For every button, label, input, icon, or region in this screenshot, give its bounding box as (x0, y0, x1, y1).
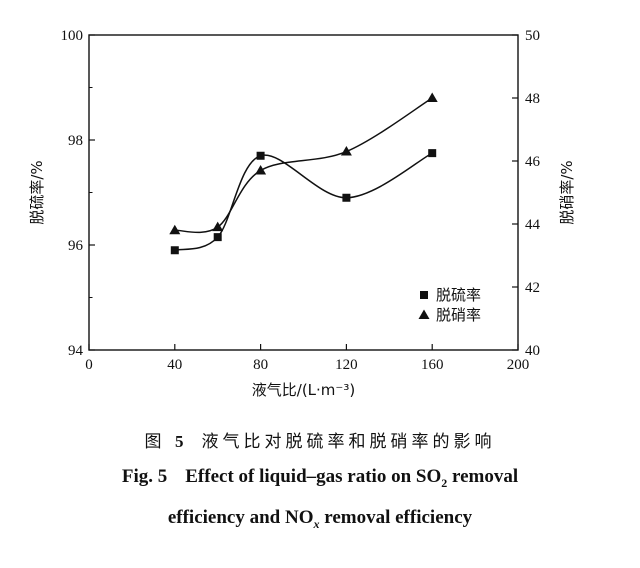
data-point-triangle-0 (169, 224, 181, 235)
caption-english-line2: efficiency and NOx removal efficiency (0, 507, 640, 532)
series-markers (169, 92, 438, 255)
y-right-tick-label-1: 42 (525, 280, 540, 296)
caption-en-prefix: Fig. 5 (121, 466, 168, 487)
y-right-tick-label-5: 50 (525, 28, 540, 44)
legend-marker-square (420, 291, 428, 299)
x-tick-label-4: 160 (421, 357, 444, 373)
data-point-square-1 (213, 233, 222, 242)
caption-en-line1: Effect of liquid–gas ratio on SO (185, 466, 442, 487)
y-right-tick-label-3: 46 (525, 154, 541, 170)
y-right-tick-label-0: 40 (525, 343, 540, 359)
series-curves (174, 97, 433, 251)
legend-label-0: 脱硫率 (436, 286, 481, 304)
data-point-triangle-4 (426, 92, 438, 102)
x-tick-label-1: 40 (167, 357, 182, 373)
axis-ticks: 0 40 80 120 160 200 94 96 98 100 40 42 44 46 48 50 (61, 28, 541, 373)
x-axis-label: 液气比/(L·m⁻³) (252, 381, 355, 399)
caption-en-line2-end: removal efficiency (319, 507, 473, 528)
y-right-axis-label: 脱硝率/% (558, 160, 576, 224)
axis-labels: 液气比/(L·m⁻³) 脱硫率/% 脱硝率/% (28, 160, 576, 399)
caption-en-line1-end: removal (447, 466, 519, 487)
y-right-tick-label-2: 44 (525, 217, 541, 233)
caption-cn-text: 液气比对脱硫率和脱硝率的影响 (201, 432, 496, 452)
x-tick-label-5: 200 (507, 357, 530, 373)
x-tick-label-3: 120 (335, 357, 358, 373)
data-point-square-3 (342, 193, 351, 202)
y-left-tick-label-1: 96 (68, 238, 84, 254)
data-point-square-4 (428, 149, 437, 158)
data-point-triangle-1 (212, 221, 224, 232)
caption-chinese: 图 5 液气比对脱硫率和脱硝率的影响 (0, 427, 640, 452)
caption-english-line1: Fig. 5 Effect of liquid–gas ratio on SO2 … (0, 466, 640, 491)
chart: 0 40 80 120 160 200 94 96 98 100 40 42 44 46 48 50 液气比/… (28, 28, 576, 399)
y-left-axis-label: 脱硫率/% (28, 160, 46, 224)
y-left-tick-label-2: 98 (68, 133, 83, 149)
y-right-tick-label-4: 48 (525, 91, 540, 107)
y-left-tick-label-3: 100 (61, 28, 84, 44)
y-left-tick-label-0: 94 (68, 343, 84, 359)
series-line-desulfurization (174, 152, 433, 251)
x-tick-label-2: 80 (253, 357, 268, 373)
data-point-square-0 (170, 246, 179, 255)
data-point-triangle-2 (255, 164, 267, 175)
caption-en-line2-sub: x (313, 516, 320, 531)
data-point-square-2 (256, 151, 265, 160)
caption-cn-number: 5 (174, 432, 184, 451)
x-tick-label-0: 0 (85, 357, 93, 373)
series-line-denitrification (174, 97, 433, 234)
caption-cn-prefix: 图 (144, 432, 166, 452)
legend-marker-triangle (418, 309, 430, 319)
legend-label-1: 脱硝率 (436, 306, 481, 324)
caption-en-line1-sub: 2 (441, 475, 448, 490)
caption-en-line2: efficiency and NO (167, 507, 314, 528)
data-point-triangle-3 (340, 146, 352, 156)
